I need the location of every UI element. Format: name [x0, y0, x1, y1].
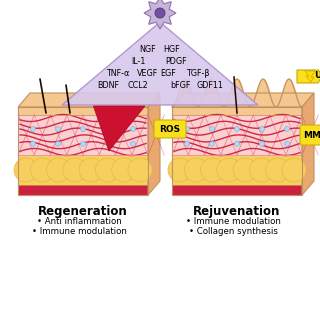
Circle shape	[131, 126, 135, 132]
Circle shape	[235, 126, 239, 132]
Text: CCL2: CCL2	[128, 82, 148, 91]
Text: • Anti inflammation: • Anti inflammation	[36, 217, 121, 226]
Circle shape	[131, 141, 135, 146]
Circle shape	[249, 158, 273, 182]
Circle shape	[284, 126, 290, 132]
Circle shape	[55, 141, 60, 146]
Text: bFGF: bFGF	[170, 82, 190, 91]
Circle shape	[63, 158, 87, 182]
Circle shape	[106, 126, 110, 132]
Circle shape	[168, 158, 192, 182]
Text: Regeneration: Regeneration	[38, 205, 128, 218]
Circle shape	[30, 141, 36, 146]
Text: TNF-α: TNF-α	[106, 69, 130, 78]
Circle shape	[266, 158, 290, 182]
Circle shape	[30, 126, 36, 132]
FancyBboxPatch shape	[154, 120, 186, 138]
Polygon shape	[172, 93, 314, 107]
Circle shape	[233, 158, 257, 182]
Text: • Collagen synthesis: • Collagen synthesis	[188, 227, 277, 236]
Circle shape	[217, 158, 241, 182]
Circle shape	[106, 141, 110, 146]
Bar	[18, 185, 148, 195]
Polygon shape	[305, 71, 315, 82]
Polygon shape	[18, 93, 160, 107]
Text: GDF11: GDF11	[196, 82, 223, 91]
Circle shape	[81, 141, 85, 146]
Bar	[18, 107, 148, 115]
Circle shape	[260, 141, 265, 146]
Circle shape	[55, 126, 60, 132]
Text: VEGF: VEGF	[137, 69, 159, 78]
Polygon shape	[302, 93, 314, 195]
Bar	[172, 107, 302, 115]
Circle shape	[14, 158, 38, 182]
Polygon shape	[93, 106, 145, 151]
Text: EGF: EGF	[160, 69, 176, 78]
Circle shape	[47, 158, 71, 182]
Text: MMP↑: MMP↑	[303, 131, 320, 140]
Circle shape	[282, 158, 306, 182]
Bar	[172, 155, 302, 185]
Circle shape	[81, 126, 85, 132]
Circle shape	[112, 158, 136, 182]
Text: BDNF: BDNF	[97, 82, 119, 91]
Circle shape	[185, 126, 189, 132]
Polygon shape	[297, 70, 320, 83]
Circle shape	[184, 158, 208, 182]
Text: ROS: ROS	[159, 124, 180, 133]
Text: TGF-β: TGF-β	[186, 69, 210, 78]
Text: PDGF: PDGF	[165, 58, 187, 67]
Bar	[18, 115, 148, 155]
Circle shape	[79, 158, 103, 182]
Polygon shape	[62, 22, 258, 105]
Text: Rejuvenation: Rejuvenation	[193, 205, 281, 218]
Circle shape	[260, 126, 265, 132]
Text: • Immune modulation: • Immune modulation	[32, 227, 126, 236]
Polygon shape	[144, 0, 176, 29]
Circle shape	[128, 158, 152, 182]
Circle shape	[235, 141, 239, 146]
Circle shape	[155, 8, 165, 18]
Circle shape	[95, 158, 119, 182]
Circle shape	[210, 126, 214, 132]
Circle shape	[30, 158, 54, 182]
Bar	[172, 115, 302, 155]
Text: UV: UV	[314, 71, 320, 81]
Circle shape	[185, 141, 189, 146]
Polygon shape	[148, 93, 160, 195]
Text: HGF: HGF	[164, 45, 180, 54]
Circle shape	[201, 158, 225, 182]
Text: NGF: NGF	[140, 45, 156, 54]
Bar	[18, 155, 148, 185]
Bar	[172, 185, 302, 195]
Text: IL-1: IL-1	[131, 58, 145, 67]
Circle shape	[210, 141, 214, 146]
Circle shape	[284, 141, 290, 146]
Text: • Immune modulation: • Immune modulation	[186, 217, 280, 226]
FancyBboxPatch shape	[300, 125, 320, 145]
